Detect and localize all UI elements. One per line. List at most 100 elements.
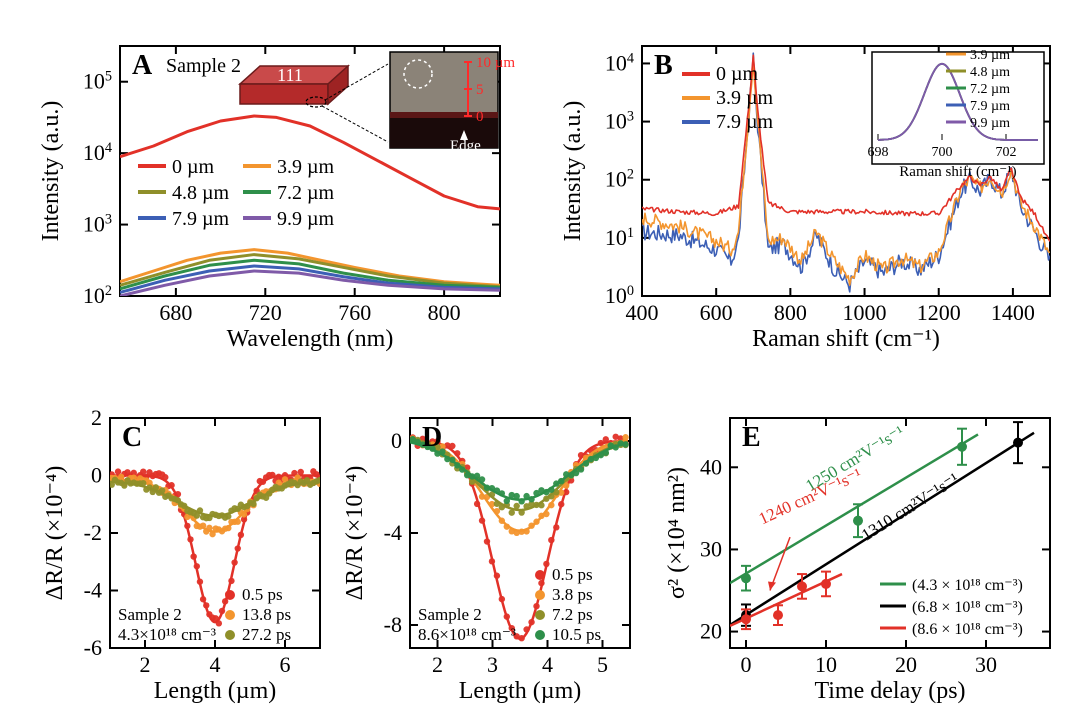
svg-text:6: 6	[280, 652, 291, 677]
svg-text:ΔR/R (×10⁻⁴): ΔR/R (×10⁻⁴)	[342, 466, 368, 601]
svg-text:B: B	[654, 50, 673, 81]
panel-B: 400600800100012001400100101102103104Rama…	[560, 46, 1050, 352]
svg-text:7.9 µm: 7.9 µm	[172, 208, 230, 230]
svg-text:Sample 2: Sample 2	[418, 605, 482, 624]
svg-text:111: 111	[277, 65, 303, 85]
svg-text:13.8 ps: 13.8 ps	[242, 605, 291, 624]
svg-text:105: 105	[83, 69, 112, 94]
svg-text:1310 cm²V⁻¹s⁻¹: 1310 cm²V⁻¹s⁻¹	[858, 469, 962, 544]
svg-text:3.8 ps: 3.8 ps	[552, 585, 593, 604]
svg-text:4.3×10¹⁸ cm⁻³: 4.3×10¹⁸ cm⁻³	[118, 625, 216, 644]
svg-text:-2: -2	[84, 520, 102, 545]
svg-text:Intensity (a.u.): Intensity (a.u.)	[38, 101, 64, 242]
svg-text:760: 760	[338, 300, 371, 325]
panel-D: 2 3 4 5 -8 -4 0 Length (µm) ΔR/R (×10⁻⁴) D Sample …	[342, 418, 630, 704]
svg-root: 680720760800102103104105Wavelength (nm)I…	[0, 0, 1080, 720]
svg-text:0: 0	[476, 109, 484, 125]
svg-text:4: 4	[542, 652, 553, 677]
svg-text:Sample 2: Sample 2	[166, 55, 241, 77]
svg-text:1000: 1000	[843, 300, 887, 325]
svg-text:7.2 µm: 7.2 µm	[277, 182, 335, 204]
svg-text:3: 3	[487, 652, 498, 677]
svg-text:4.8 µm: 4.8 µm	[172, 182, 230, 204]
svg-text:Raman shift (cm⁻¹): Raman shift (cm⁻¹)	[752, 326, 940, 352]
svg-text:27.2 ps: 27.2 ps	[242, 625, 291, 644]
svg-text:(4.3 × 10¹⁸ cm⁻³): (4.3 × 10¹⁸ cm⁻³)	[912, 577, 1023, 594]
svg-text:-8: -8	[384, 612, 402, 637]
svg-text:-4: -4	[84, 578, 102, 603]
svg-text:7.9 µm: 7.9 µm	[716, 111, 774, 133]
svg-text:8.6×10¹⁸ cm⁻³: 8.6×10¹⁸ cm⁻³	[418, 625, 516, 644]
svg-text:(8.6 × 10¹⁸ cm⁻³): (8.6 × 10¹⁸ cm⁻³)	[912, 621, 1023, 638]
svg-text:9.9 µm: 9.9 µm	[970, 116, 1010, 131]
svg-text:1200: 1200	[917, 300, 961, 325]
svg-text:10 µm: 10 µm	[476, 55, 515, 71]
svg-text:698: 698	[868, 145, 889, 160]
svg-text:4: 4	[210, 652, 221, 677]
svg-text:ΔR/R (×10⁻⁴): ΔR/R (×10⁻⁴)	[42, 466, 68, 601]
svg-text:5: 5	[597, 652, 608, 677]
svg-text:20: 20	[700, 619, 722, 644]
panel-C: 246-6-4-202Length (µm)ΔR/R (×10⁻⁴)CSampl…	[42, 405, 323, 704]
svg-text:0: 0	[391, 428, 402, 453]
svg-text:103: 103	[83, 212, 112, 237]
svg-text:102: 102	[605, 167, 634, 192]
svg-text:7.2 µm: 7.2 µm	[970, 82, 1010, 97]
panel-A: 680 720 760 800 102 103 104 105 Wavelength (nm) I…	[38, 46, 515, 352]
svg-text:3.9 µm: 3.9 µm	[970, 48, 1010, 63]
panel-E: 0 10 20 30 20 30 40 Time delay (ps) σ² (×10⁴ nm²…	[664, 418, 1050, 704]
svg-text:Time delay (ps): Time delay (ps)	[814, 678, 965, 704]
svg-text:0: 0	[741, 652, 752, 677]
svg-text:3.9 µm: 3.9 µm	[716, 87, 774, 109]
svg-text:600: 600	[700, 300, 733, 325]
figure-multipanel: { "layout": { "width": 1080, "height": 7…	[0, 0, 1080, 720]
svg-text:Sample 2: Sample 2	[118, 605, 182, 624]
svg-text:Length (µm): Length (µm)	[154, 678, 276, 704]
svg-text:2: 2	[432, 652, 443, 677]
svg-text:2: 2	[140, 652, 151, 677]
svg-text:800: 800	[428, 300, 461, 325]
svg-text:680: 680	[159, 300, 192, 325]
svg-text:10: 10	[815, 652, 837, 677]
svg-text:E: E	[742, 422, 761, 453]
svg-text:σ² (×10⁴ nm²): σ² (×10⁴ nm²)	[664, 467, 690, 599]
svg-text:400: 400	[626, 300, 659, 325]
svg-text:A: A	[132, 50, 153, 81]
svg-text:800: 800	[774, 300, 807, 325]
svg-text:30: 30	[700, 536, 722, 561]
svg-text:0: 0	[91, 463, 102, 488]
svg-text:(6.8 × 10¹⁸ cm⁻³): (6.8 × 10¹⁸ cm⁻³)	[912, 599, 1023, 616]
svg-text:Intensity (a.u.): Intensity (a.u.)	[560, 101, 586, 242]
svg-text:702: 702	[996, 145, 1017, 160]
svg-text:40: 40	[700, 454, 722, 479]
svg-text:Length (µm): Length (µm)	[459, 678, 581, 704]
svg-text:104: 104	[605, 50, 634, 75]
svg-text:1400: 1400	[991, 300, 1035, 325]
svg-text:10.5 ps: 10.5 ps	[552, 625, 601, 644]
svg-text:2: 2	[91, 405, 102, 430]
svg-text:-4: -4	[384, 520, 402, 545]
svg-text:700: 700	[932, 145, 953, 160]
svg-text:-6: -6	[84, 635, 102, 660]
svg-text:0.5 ps: 0.5 ps	[242, 585, 283, 604]
svg-text:102: 102	[83, 283, 112, 308]
svg-text:20: 20	[895, 652, 917, 677]
svg-text:104: 104	[83, 140, 112, 165]
svg-text:720: 720	[249, 300, 282, 325]
svg-text:5: 5	[476, 82, 484, 98]
svg-text:7.2 ps: 7.2 ps	[552, 605, 593, 624]
svg-text:Wavelength (nm): Wavelength (nm)	[227, 326, 394, 352]
svg-text:103: 103	[605, 109, 634, 134]
svg-text:7.9 µm: 7.9 µm	[970, 99, 1010, 114]
svg-text:D: D	[422, 422, 442, 453]
svg-text:0 µm: 0 µm	[716, 63, 759, 85]
svg-text:0.5 ps: 0.5 ps	[552, 565, 593, 584]
svg-text:9.9 µm: 9.9 µm	[277, 208, 335, 230]
svg-text:Edge: Edge	[450, 138, 481, 154]
svg-text:Raman shift (cm⁻¹): Raman shift (cm⁻¹)	[899, 164, 1016, 180]
svg-text:3.9 µm: 3.9 µm	[277, 156, 335, 178]
svg-text:4.8 µm: 4.8 µm	[970, 65, 1010, 80]
svg-text:0 µm: 0 µm	[172, 156, 215, 178]
svg-text:101: 101	[605, 225, 634, 250]
svg-text:30: 30	[975, 652, 997, 677]
